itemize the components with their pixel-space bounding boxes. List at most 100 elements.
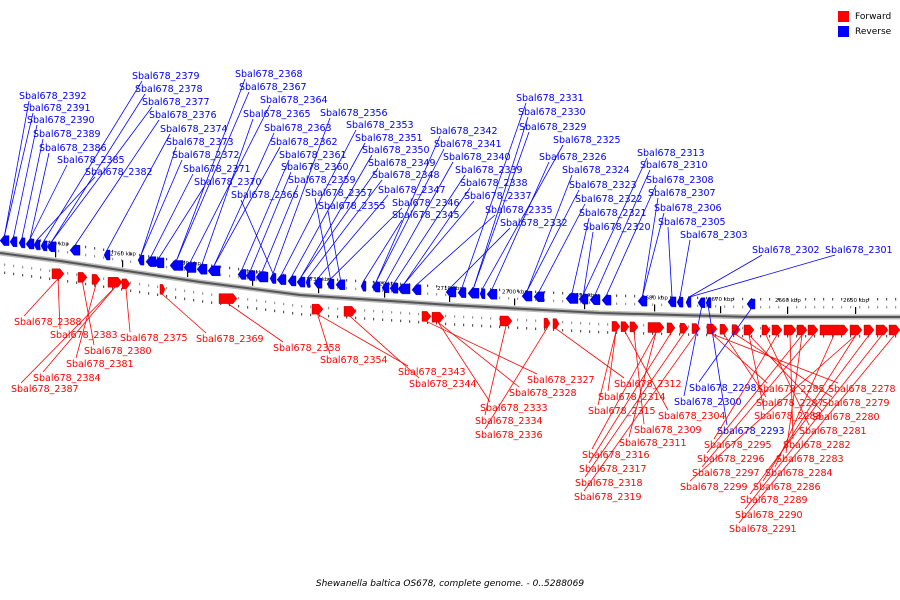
reverse-gene xyxy=(245,270,256,281)
track-dot xyxy=(283,302,285,306)
track-dot xyxy=(742,326,744,330)
track-dot xyxy=(805,335,807,338)
track-dot xyxy=(715,305,717,308)
track-dot xyxy=(337,307,339,310)
track-dot xyxy=(184,260,186,264)
reverse-gene xyxy=(196,264,208,275)
track-dot xyxy=(823,335,825,338)
gene-label: Sbal678_2354 xyxy=(320,355,388,366)
track-dot xyxy=(886,335,888,338)
track-dot xyxy=(355,279,357,283)
leader-line xyxy=(484,325,507,416)
leader-line xyxy=(738,334,895,524)
gene-label: Sbal678_2378 xyxy=(135,84,203,95)
track-dot xyxy=(688,333,690,336)
track-dot xyxy=(4,271,6,275)
scale-tick-label: 2700 kbp xyxy=(502,289,528,295)
track-dot xyxy=(535,319,537,323)
leader-line xyxy=(584,333,685,478)
track-dot xyxy=(652,295,654,298)
forward-gene xyxy=(849,324,863,336)
track-dot xyxy=(355,287,357,291)
track-dot xyxy=(868,298,870,301)
reverse-gene xyxy=(533,291,545,302)
track-dot xyxy=(589,322,591,325)
track-dot xyxy=(175,296,177,299)
leader-line xyxy=(317,314,331,355)
forward-gene xyxy=(543,317,551,329)
leader-line xyxy=(403,187,471,285)
gene-label: Sbal678_2351 xyxy=(355,133,423,144)
gene-label: Sbal678_2309 xyxy=(634,425,702,436)
track-dot xyxy=(841,306,843,309)
track-dot xyxy=(139,290,141,294)
leader-line xyxy=(461,102,527,288)
gene-label: Sbal678_2358 xyxy=(273,343,341,354)
track-dot xyxy=(310,305,312,309)
track-dot xyxy=(373,288,375,292)
scale-tick-label: 2760 kbp xyxy=(110,251,136,257)
forward-gene xyxy=(691,323,701,334)
track-dot xyxy=(121,259,123,262)
forward-gene xyxy=(343,306,357,317)
reverse-gene xyxy=(445,286,457,298)
reverse-gene xyxy=(479,288,486,299)
track-dot xyxy=(886,306,888,309)
leader-line xyxy=(689,334,857,482)
track-dot xyxy=(589,330,591,333)
track-dot xyxy=(886,298,888,301)
track-dot xyxy=(184,297,186,301)
leader-line xyxy=(555,328,625,379)
gene-label: Sbal678_2321 xyxy=(579,208,647,219)
reverse-gene xyxy=(685,297,692,308)
track-dot xyxy=(418,312,420,316)
gene-label: Sbal678_2310 xyxy=(640,160,708,171)
scale-tick xyxy=(318,286,320,294)
track-dot xyxy=(472,324,474,327)
forward-gene xyxy=(77,272,88,283)
track-dot xyxy=(76,281,78,284)
track-dot xyxy=(220,273,222,277)
gene-label: Sbal678_2359 xyxy=(288,175,356,186)
gene-label: Sbal678_2314 xyxy=(598,392,666,403)
forward-gene xyxy=(807,324,819,336)
scale-tick-label: 2770 kbp xyxy=(43,241,69,247)
track-dot xyxy=(661,295,663,299)
leader-line xyxy=(29,152,50,240)
track-dot xyxy=(463,315,465,319)
reverse-gene xyxy=(9,236,18,248)
gene-label: Sbal678_2278 xyxy=(828,384,896,395)
track-dot xyxy=(616,302,618,305)
leader-line xyxy=(74,119,160,246)
track-dot xyxy=(499,288,501,292)
gene-label: Sbal678_2339 xyxy=(455,165,523,176)
leader-line xyxy=(403,200,475,285)
track-dot xyxy=(742,305,744,309)
track-dot xyxy=(733,305,735,309)
track-dot xyxy=(688,325,690,328)
track-dot xyxy=(607,323,609,326)
leader-line xyxy=(20,286,116,384)
gene-label: Sbal678_2391 xyxy=(23,103,91,114)
track-dot xyxy=(562,328,564,332)
leader-line xyxy=(330,207,403,280)
gene-label: Sbal678_2298 xyxy=(689,383,757,394)
track-dot xyxy=(625,294,627,298)
legend-reverse: Reverse xyxy=(838,24,898,39)
track-dot xyxy=(571,321,573,324)
forward-gene xyxy=(743,324,755,336)
forward-gene xyxy=(218,293,238,304)
track-dot xyxy=(490,325,492,328)
track-dot xyxy=(346,287,348,290)
track-dot xyxy=(679,325,681,328)
track-dot xyxy=(193,298,195,302)
leader-line xyxy=(393,174,466,284)
gene-label: Sbal678_2329 xyxy=(519,122,587,133)
reverse-gene xyxy=(397,283,411,295)
track-dot xyxy=(220,265,222,269)
gene-label: Sbal678_2297 xyxy=(692,468,760,479)
track-dot xyxy=(103,285,105,288)
leader-line xyxy=(706,334,803,454)
leader-line xyxy=(744,334,883,510)
gene-label: Sbal678_2306 xyxy=(654,203,722,214)
